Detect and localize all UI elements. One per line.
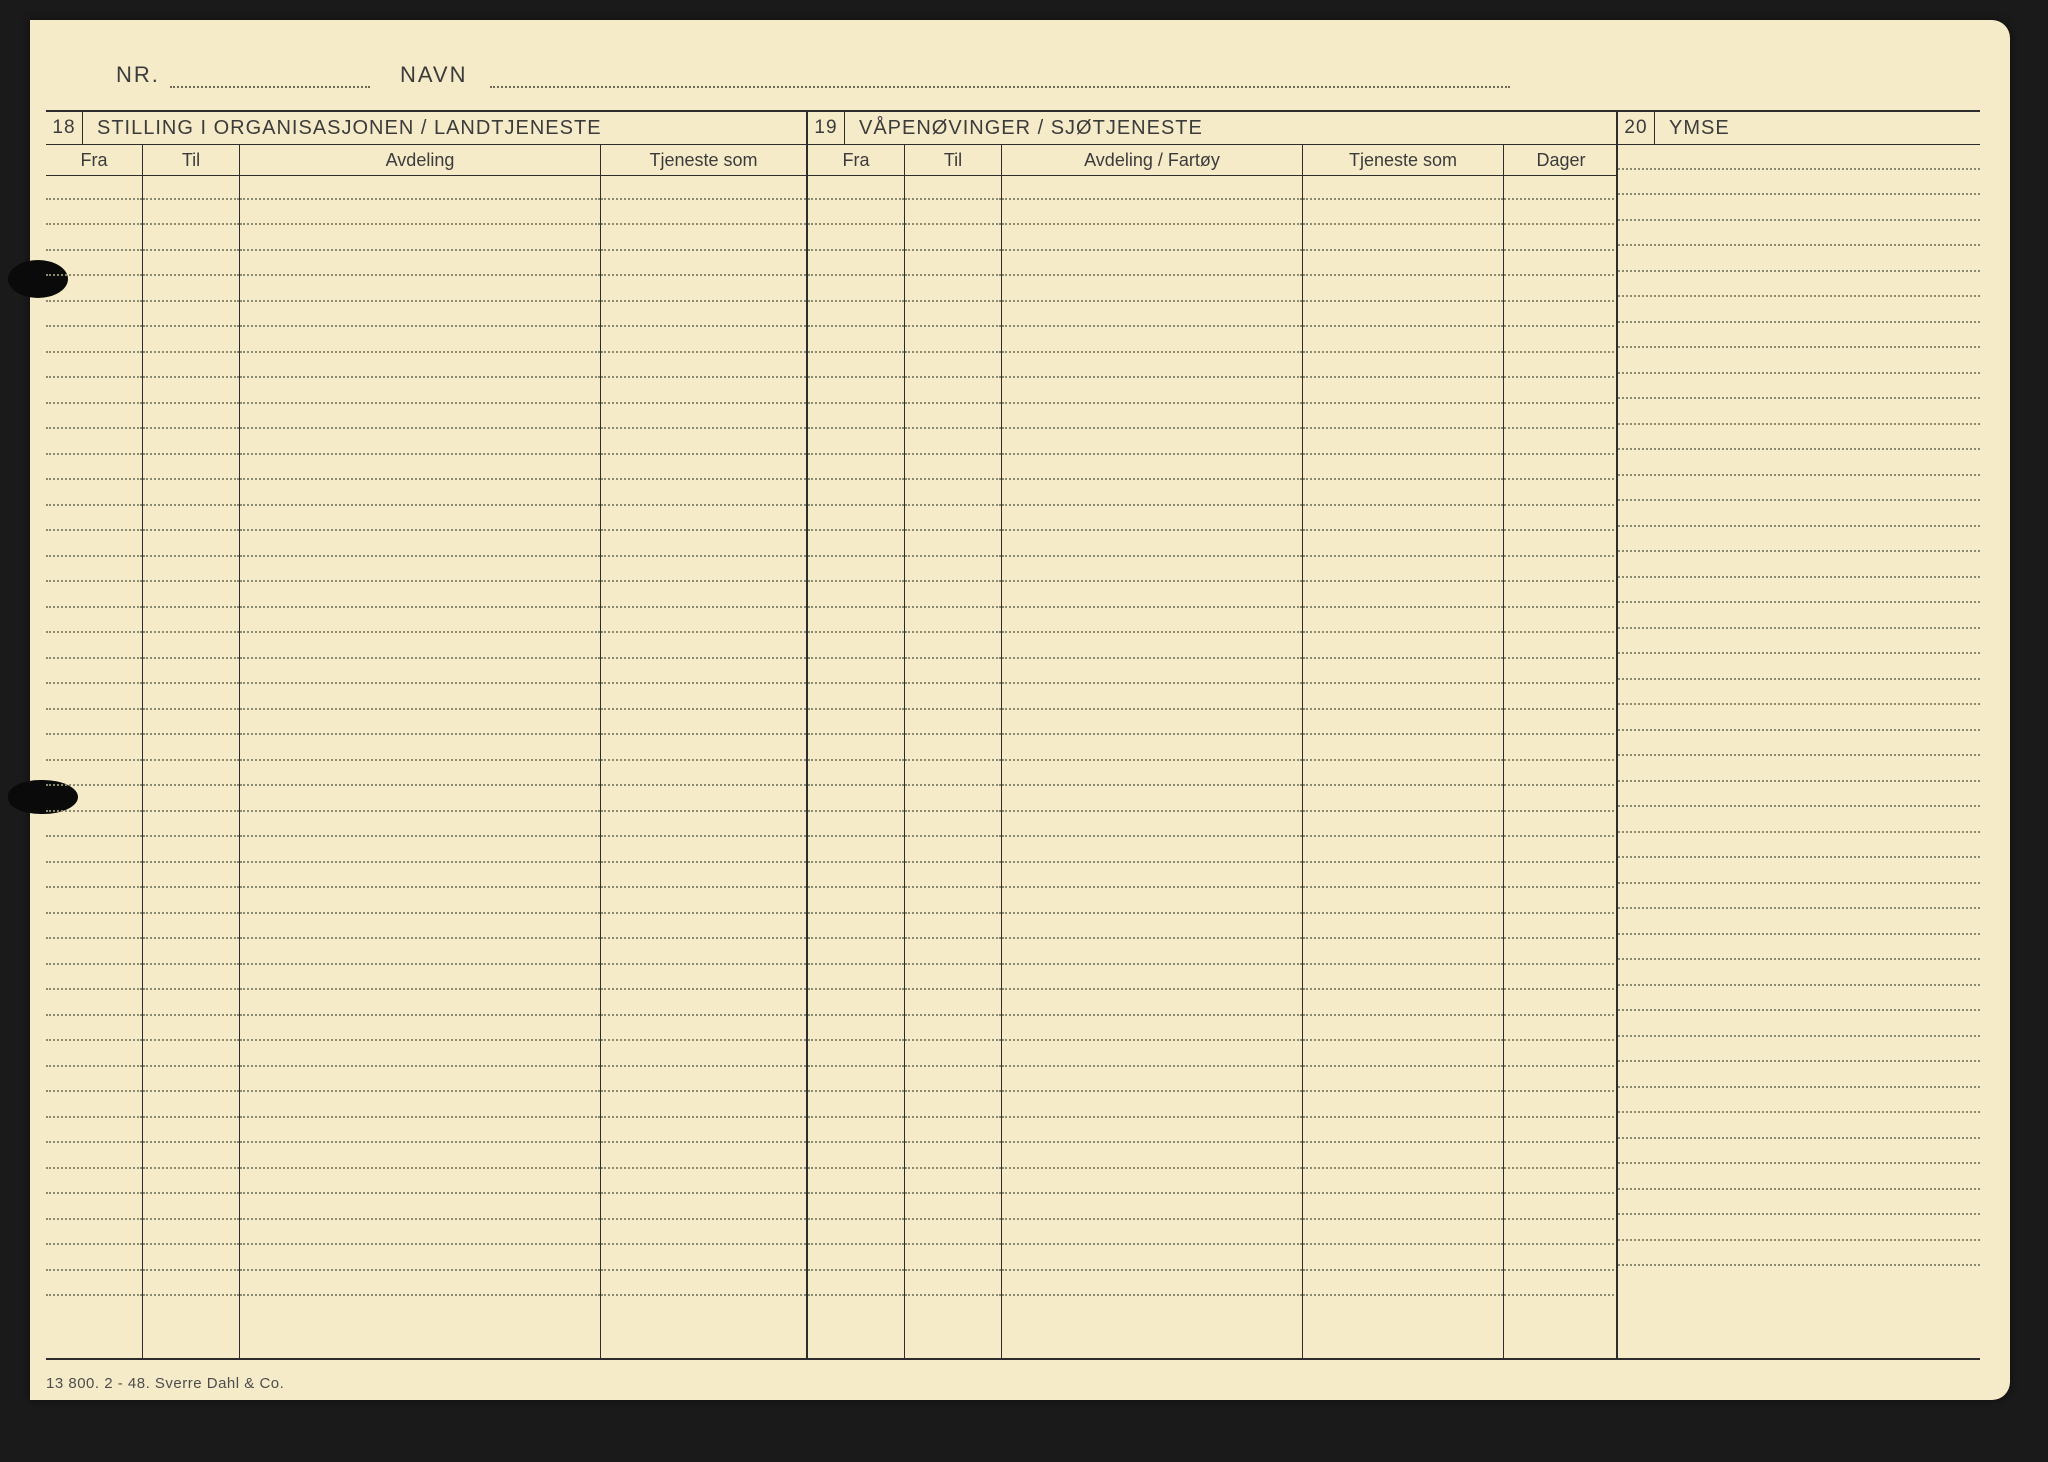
section-20-number: 20 [1618,112,1655,144]
nr-underline [170,86,370,88]
col-body [808,174,905,1358]
col-dager: Dager [1504,145,1618,175]
col-body [46,174,143,1358]
section-19-title-row: 19 VÅPENØVINGER / SJØTJENESTE [808,112,1618,145]
col-til: Til [905,145,1002,175]
col-tjeneste: Tjeneste som [1303,145,1504,175]
col-body [905,174,1002,1358]
col-body [601,174,806,1358]
section-18-title-row: 18 STILLING I ORGANISASJONEN / LANDTJENE… [46,112,806,145]
section-19: 19 VÅPENØVINGER / SJØTJENESTE Fra Til Av… [806,112,1618,1358]
page: NR. NAVN 18 STILLING I ORGANISASJONEN / … [30,20,2010,1400]
navn-underline [490,86,1510,88]
section-18-title: STILLING I ORGANISASJONEN / LANDTJENESTE [83,117,602,140]
form-header: NR. NAVN [80,56,1960,96]
col-body [1002,174,1303,1358]
section-19-number: 19 [808,112,845,144]
section-20: 20 YMSE [1616,112,1980,1358]
section-20-title: YMSE [1655,117,1730,140]
section-18: 18 STILLING I ORGANISASJONEN / LANDTJENE… [46,112,806,1358]
section-19-rows [808,174,1618,1358]
section-19-subhead: Fra Til Avdeling / Fartøy Tjeneste som D… [808,145,1618,176]
section-20-title-row: 20 YMSE [1618,112,1980,145]
section-18-rows [46,174,806,1358]
section-18-number: 18 [46,112,83,144]
col-body [143,174,240,1358]
col-fra: Fra [46,145,143,175]
section-20-rows [1618,144,1980,1358]
navn-label: NAVN [400,62,468,88]
print-footer: 13 800. 2 - 48. Sverre Dahl & Co. [46,1375,284,1392]
col-avdeling: Avdeling [240,145,601,175]
col-til: Til [143,145,240,175]
section-19-title: VÅPENØVINGER / SJØTJENESTE [845,117,1203,140]
form-body: 18 STILLING I ORGANISASJONEN / LANDTJENE… [46,110,1980,1360]
col-body [1504,174,1618,1358]
col-avdeling-fartoy: Avdeling / Fartøy [1002,145,1303,175]
section-18-subhead: Fra Til Avdeling Tjeneste som [46,145,806,176]
col-body [240,174,601,1358]
nr-label: NR. [116,62,160,88]
col-tjeneste: Tjeneste som [601,145,806,175]
col-fra: Fra [808,145,905,175]
col-body [1303,174,1504,1358]
